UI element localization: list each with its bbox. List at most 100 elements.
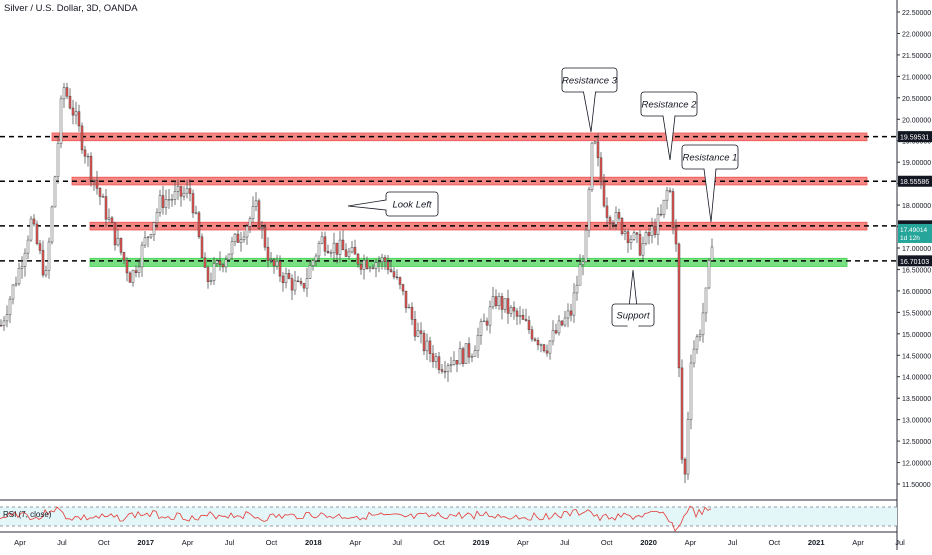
candle-body bbox=[323, 236, 327, 252]
y-tick-label: 17.00000 bbox=[902, 246, 931, 253]
x-tick-label: 2021 bbox=[808, 538, 825, 547]
candle-body bbox=[200, 236, 204, 259]
callout-text: Support bbox=[616, 311, 650, 322]
candle-body bbox=[617, 212, 621, 219]
level-label-bg bbox=[898, 255, 932, 267]
chart-title: Silver / U.S. Dollar, 3D, OANDA bbox=[4, 3, 138, 14]
candle-body bbox=[692, 348, 696, 364]
candle-body bbox=[191, 193, 195, 214]
candle-body bbox=[647, 232, 651, 237]
y-tick-label: 12.00000 bbox=[902, 461, 931, 468]
candle-body bbox=[644, 232, 648, 244]
candle-body bbox=[302, 283, 306, 289]
candle-body bbox=[203, 257, 207, 268]
candle-body bbox=[317, 242, 321, 257]
candle-body bbox=[710, 246, 714, 261]
candle-body bbox=[389, 269, 393, 272]
x-tick-label: Apr bbox=[685, 538, 697, 547]
candle-body bbox=[338, 239, 342, 255]
candle-body bbox=[290, 278, 294, 291]
candle-body bbox=[524, 319, 528, 321]
level-label-bg bbox=[898, 175, 932, 187]
candle-body bbox=[296, 280, 300, 282]
level-label: 19.59531 bbox=[900, 135, 929, 142]
candle-body bbox=[449, 364, 453, 366]
x-tick-label: Jul bbox=[560, 538, 570, 547]
y-tick-label: 15.50000 bbox=[902, 310, 931, 317]
candle-body bbox=[476, 335, 480, 351]
candle-body bbox=[665, 190, 669, 201]
x-tick-label: Jul bbox=[728, 538, 738, 547]
candle-body bbox=[128, 272, 132, 283]
candle-body bbox=[404, 290, 408, 309]
candle-body bbox=[383, 257, 387, 262]
candle-body bbox=[14, 283, 18, 286]
candle-body bbox=[569, 310, 573, 316]
candle-body bbox=[707, 260, 711, 289]
candle-body bbox=[257, 200, 261, 229]
candle-body bbox=[455, 360, 459, 365]
candle-body bbox=[545, 350, 549, 354]
candle-body bbox=[269, 259, 273, 261]
x-tick-label: Apr bbox=[852, 538, 864, 547]
y-tick-label: 21.50000 bbox=[902, 53, 931, 60]
annotation-resistance-1: Resistance 1 bbox=[681, 144, 739, 223]
candle-body bbox=[23, 252, 27, 267]
x-tick-label: 2017 bbox=[137, 538, 154, 547]
x-tick-label: 2020 bbox=[640, 538, 657, 547]
y-tick-label: 14.00000 bbox=[902, 375, 931, 382]
candle-body bbox=[233, 233, 237, 243]
candle-body bbox=[248, 218, 252, 227]
y-tick-label: 21.00000 bbox=[902, 74, 931, 81]
candle-body bbox=[320, 236, 324, 244]
candle-body bbox=[641, 243, 645, 256]
candle-body bbox=[428, 340, 432, 354]
candle-body bbox=[587, 189, 591, 231]
candle-body bbox=[0, 324, 3, 327]
candle-body bbox=[701, 312, 705, 336]
candle-body bbox=[350, 247, 354, 253]
candle-body bbox=[107, 217, 111, 220]
candle-body bbox=[122, 252, 126, 261]
candle-body bbox=[536, 340, 540, 346]
candle-body bbox=[506, 298, 510, 314]
zone-rect bbox=[89, 257, 848, 267]
candle-body bbox=[539, 344, 543, 346]
candle-body bbox=[446, 365, 450, 372]
candle-body bbox=[485, 320, 489, 326]
candle-body bbox=[143, 237, 147, 246]
candle-body bbox=[683, 458, 687, 475]
candle-body bbox=[284, 273, 288, 283]
candle-body bbox=[674, 227, 678, 245]
candle-body bbox=[188, 188, 192, 194]
candle-body bbox=[371, 267, 375, 269]
candle-body bbox=[74, 111, 78, 116]
callout-text: Resistance 2 bbox=[642, 100, 698, 111]
candle-body bbox=[422, 333, 426, 352]
rsi-label: RSI (7, close) bbox=[3, 510, 52, 519]
candle-body bbox=[146, 236, 150, 239]
candle-body bbox=[431, 353, 435, 362]
candle-body bbox=[179, 186, 183, 197]
candle-body bbox=[50, 206, 54, 243]
candle-body bbox=[437, 356, 441, 370]
level-label: 16.70103 bbox=[900, 259, 929, 266]
candle-body bbox=[596, 141, 600, 159]
x-tick-label: 2019 bbox=[473, 538, 490, 547]
candle-body bbox=[260, 227, 264, 229]
candle-body bbox=[68, 95, 72, 109]
candle-body bbox=[32, 218, 36, 225]
candle-body bbox=[293, 280, 297, 291]
candle-body bbox=[527, 320, 531, 331]
candle-body bbox=[695, 336, 699, 350]
candle-body bbox=[614, 212, 618, 225]
candle-body bbox=[488, 306, 492, 326]
candle-body bbox=[686, 419, 690, 475]
candle-body bbox=[572, 292, 576, 316]
candle-body bbox=[239, 239, 243, 243]
candle-body bbox=[245, 226, 249, 238]
candle-body bbox=[77, 111, 81, 127]
candle-body bbox=[416, 330, 420, 337]
